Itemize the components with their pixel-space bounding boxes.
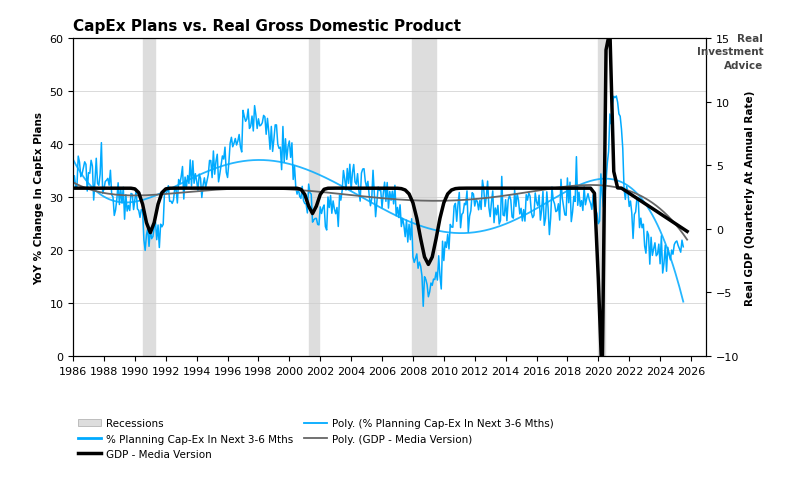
Legend: Recessions, % Planning Cap-Ex In Next 3-6 Mths, GDP - Media Version, Poly. (% Pl: Recessions, % Planning Cap-Ex In Next 3-… (78, 419, 553, 459)
Bar (308, 39, 319, 356)
Bar (143, 39, 155, 356)
Bar (411, 39, 436, 356)
Text: Real
Investment
Advice: Real Investment Advice (696, 34, 762, 70)
Text: CapEx Plans vs. Real Gross Domestic Product: CapEx Plans vs. Real Gross Domestic Prod… (73, 19, 461, 34)
Y-axis label: YoY % Change In CapEx Plans: YoY % Change In CapEx Plans (33, 111, 44, 284)
Y-axis label: Real GDP (Quarterly At Annual Rate): Real GDP (Quarterly At Annual Rate) (744, 90, 754, 305)
Bar (598, 39, 604, 356)
